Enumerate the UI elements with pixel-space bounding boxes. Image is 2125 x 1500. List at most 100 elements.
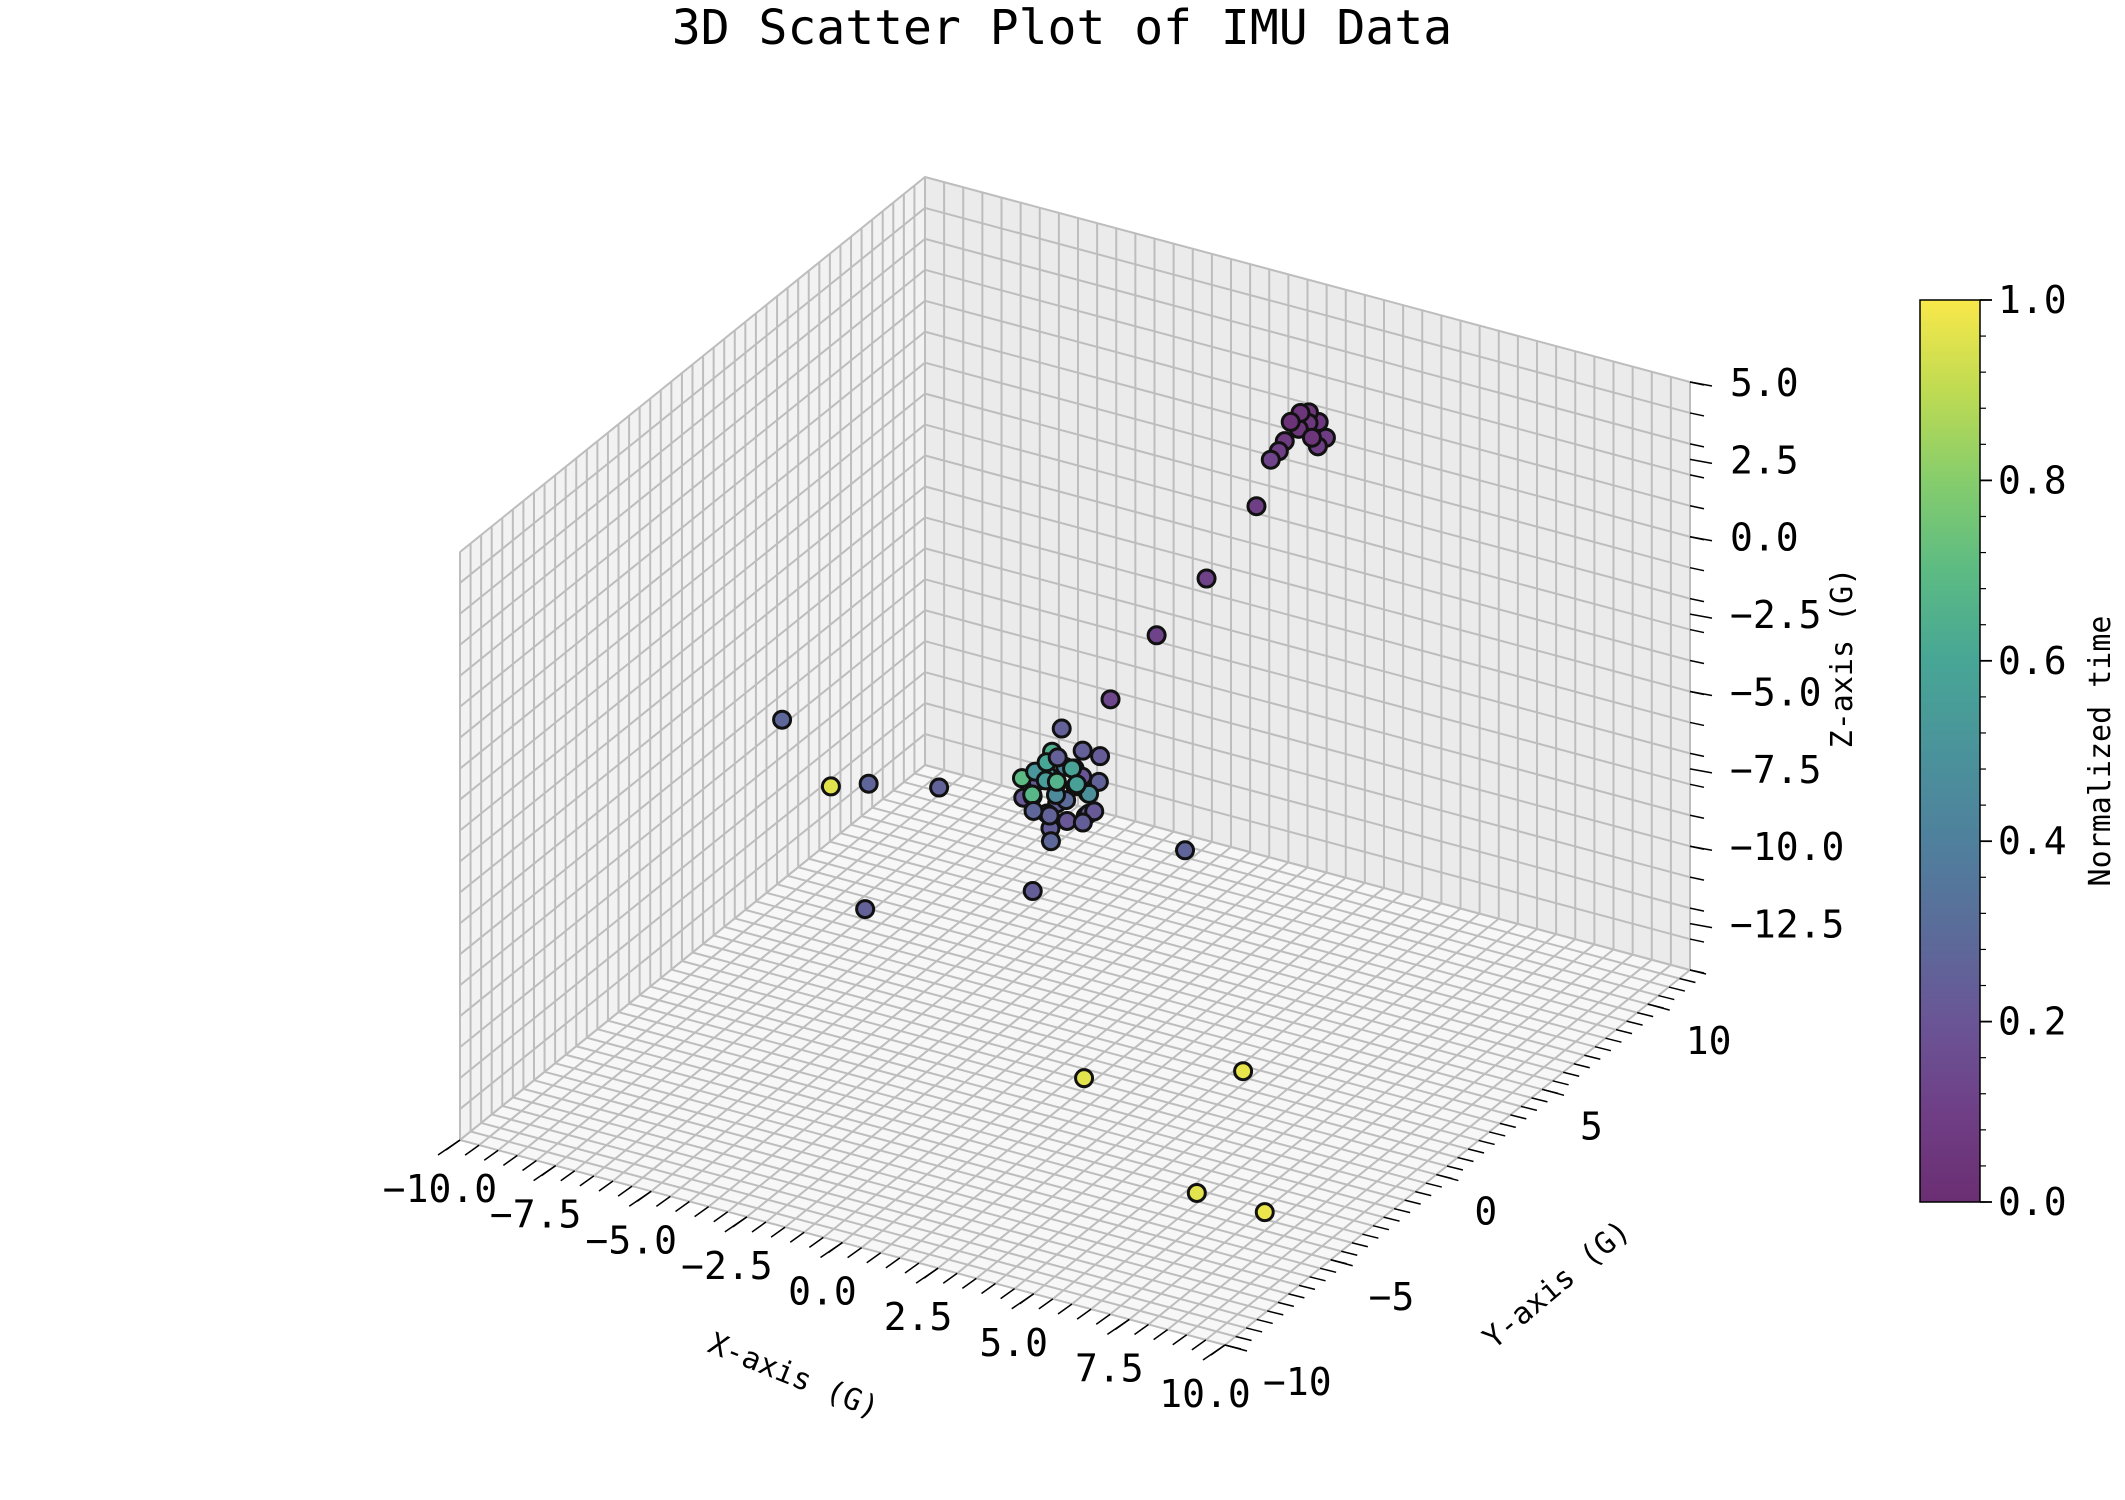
y-tick <box>1330 1259 1353 1267</box>
grid-line-floor-y <box>797 866 1564 1074</box>
colorbar-tick-label: 0.6 <box>1998 639 2067 683</box>
grid-line-back-z <box>924 423 1691 631</box>
data-point <box>855 899 876 920</box>
grid-line-floor-y <box>808 857 1575 1065</box>
x-axis-label: X-axis (G) <box>703 1326 884 1426</box>
z-tick <box>1689 690 1713 697</box>
y-minor-tick <box>1489 1131 1506 1137</box>
x-minor-tick <box>1057 1303 1073 1315</box>
grid-line-floor-y <box>755 900 1522 1108</box>
y-minor-tick <box>1615 1028 1633 1035</box>
y-minor-tick <box>1520 1105 1538 1112</box>
y-minor-tick <box>1658 994 1675 1001</box>
grid-line-left-z <box>459 207 926 584</box>
y-minor-tick <box>1235 1335 1252 1342</box>
grid-line-back-z <box>924 702 1691 910</box>
grid-line-floor-y <box>671 968 1437 1176</box>
y-minor-tick <box>1404 1199 1421 1205</box>
y-minor-tick <box>1467 1148 1485 1154</box>
z-tick-label: −10.0 <box>1730 825 1844 869</box>
colorbar-tick-label: 0.4 <box>1998 819 2067 863</box>
axis-ticks: −10.0−7.5−5.0−2.50.02.55.07.510.0 −10−505… <box>383 361 1845 1416</box>
z-minor-tick <box>1689 474 1705 479</box>
z-minor-tick <box>1689 628 1705 634</box>
x-tick-label: 7.5 <box>1075 1346 1144 1390</box>
grid-line-back-z <box>924 392 1691 600</box>
x-minor-tick <box>560 1170 576 1182</box>
data-point <box>929 777 950 798</box>
x-minor-tick <box>1076 1308 1092 1320</box>
y-minor-tick <box>1668 986 1686 992</box>
z-tick-label: −7.5 <box>1730 748 1822 792</box>
colorbar-label: Normalized time <box>2083 616 2118 887</box>
x-minor-tick <box>1153 1329 1169 1341</box>
x-tick <box>820 1241 843 1259</box>
grid-line-left-z <box>459 269 926 646</box>
z-tick <box>1689 458 1713 465</box>
x-tick-label: 2.5 <box>884 1295 953 1339</box>
colorbar-tick-label: 1.0 <box>1998 278 2067 322</box>
x-tick-label: −5.0 <box>585 1218 677 1262</box>
y-minor-tick <box>1552 1080 1569 1086</box>
y-minor-tick <box>1562 1071 1580 1078</box>
data-point <box>1260 449 1281 470</box>
grid-line-back-z <box>924 237 1691 445</box>
y-minor-tick <box>1531 1097 1548 1103</box>
x-minor-tick <box>904 1262 920 1274</box>
grid-line-floor-y <box>649 985 1416 1193</box>
y-tick-label: 0 <box>1474 1190 1497 1234</box>
x-minor-tick <box>942 1272 958 1284</box>
data-point <box>1090 746 1111 767</box>
x-minor-tick <box>961 1277 977 1289</box>
grid-line-floor-y <box>692 951 1458 1159</box>
x-minor-tick <box>1000 1288 1016 1300</box>
x-minor-tick <box>770 1226 786 1238</box>
x-minor-tick <box>483 1149 499 1161</box>
y-minor-tick <box>1594 1045 1612 1052</box>
z-tick-label: 5.0 <box>1730 361 1799 405</box>
chart-title: 3D Scatter Plot of IMU Data <box>672 0 1452 56</box>
data-point <box>858 773 879 794</box>
x-minor-tick <box>617 1185 633 1197</box>
grid-line-floor-y <box>512 1096 1279 1304</box>
data-point <box>1254 1202 1275 1223</box>
grid-line-floor-y <box>660 977 1427 1185</box>
y-minor-tick <box>1277 1301 1295 1308</box>
data-point <box>820 776 841 797</box>
grid-line-back-z <box>924 640 1691 848</box>
x-minor-tick <box>789 1231 805 1243</box>
grid-line-floor-y <box>840 832 1606 1040</box>
x-minor-tick <box>655 1195 671 1207</box>
y-minor-tick <box>1573 1063 1590 1069</box>
z-minor-tick <box>1689 969 1705 974</box>
grid-line-floor-y <box>565 1053 1331 1261</box>
z-tick <box>1689 768 1713 774</box>
grid-line-floor-y <box>819 849 1585 1057</box>
grid-line-left-z <box>459 423 926 801</box>
grid-line-left-z <box>459 485 926 863</box>
data-point <box>1186 1182 1207 1203</box>
z-tick <box>1689 613 1713 619</box>
grid-line-left-z <box>459 733 926 1110</box>
x-minor-tick <box>675 1200 690 1213</box>
y-tick <box>1647 1003 1670 1011</box>
data-point <box>1100 689 1121 710</box>
x-tick-label: 10.0 <box>1159 1372 1251 1416</box>
grid-line-back-z <box>924 176 1691 383</box>
grid-line-left-z <box>459 330 926 708</box>
colorbar-tick-label: 0.0 <box>1998 1180 2067 1224</box>
z-tick-label: 0.0 <box>1730 516 1799 560</box>
grid-line-floor-y <box>544 1070 1310 1278</box>
grid-line-back-z <box>924 516 1691 724</box>
z-tick-label: −5.0 <box>1730 670 1822 714</box>
data-point <box>1066 774 1087 795</box>
y-minor-tick <box>1298 1284 1316 1291</box>
y-minor-tick <box>1309 1276 1326 1282</box>
x-tick <box>533 1165 557 1182</box>
x-minor-tick <box>808 1236 824 1248</box>
grid-line-left-z <box>459 176 926 553</box>
y-minor-tick <box>1425 1182 1442 1188</box>
grid-line-back-z <box>924 671 1691 879</box>
grid-line-back-z <box>924 609 1691 817</box>
grid-line-back-z <box>924 206 1691 414</box>
